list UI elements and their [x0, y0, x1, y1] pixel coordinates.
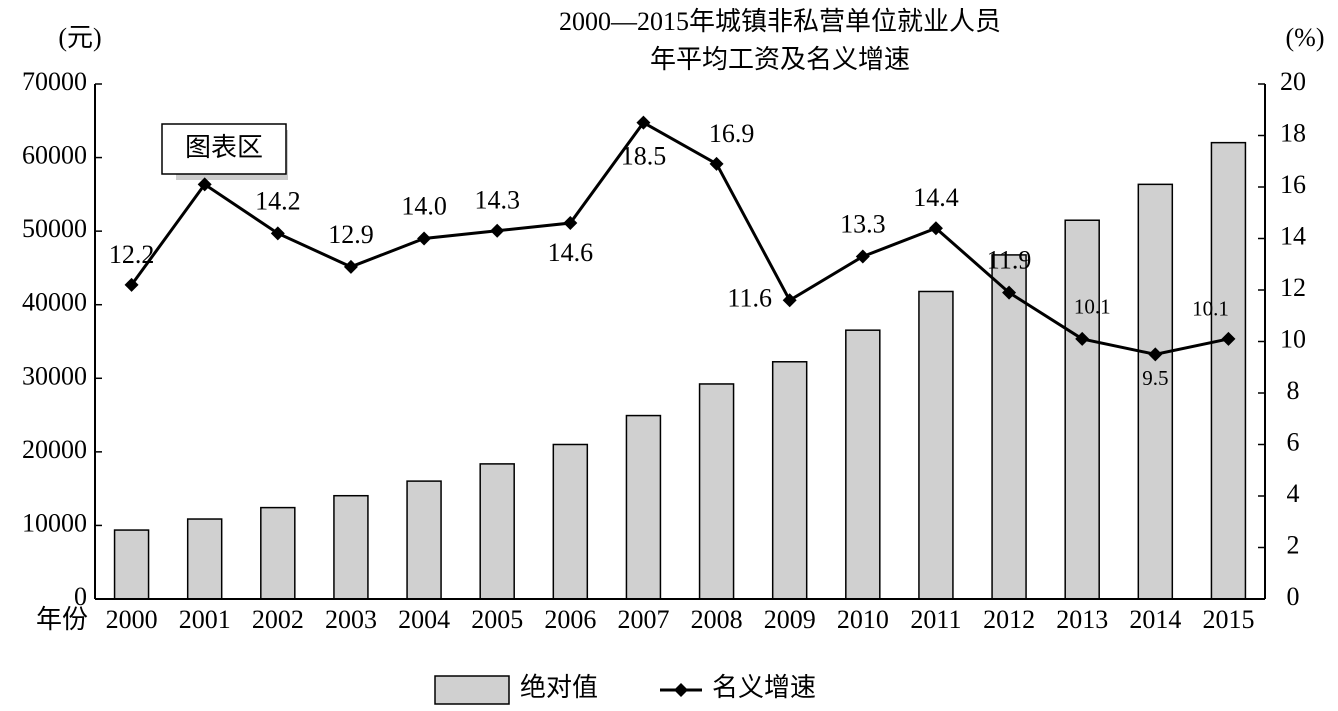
bar: [698, 383, 735, 600]
x-tick-label: 2013: [1056, 605, 1108, 634]
bar: [406, 480, 442, 600]
marker: [417, 231, 432, 246]
marker: [1002, 285, 1017, 300]
data-label: 11.9: [987, 246, 1032, 275]
y-tick-label: 20000: [22, 435, 87, 464]
bar: [186, 518, 223, 600]
annotation: 图表区: [185, 133, 263, 162]
bar: [625, 414, 662, 600]
marker: [490, 223, 505, 238]
y-tick-label: 10000: [22, 508, 87, 537]
bar: [1210, 141, 1247, 600]
bar: [1137, 183, 1174, 600]
x-tick-label: 2003: [325, 605, 377, 634]
y2-tick-label: 16: [1280, 170, 1306, 199]
y-tick-label: 40000: [22, 288, 87, 317]
marker: [636, 115, 651, 130]
x-tick-label: 2007: [617, 605, 669, 634]
y2-tick-label: 2: [1287, 530, 1300, 559]
y2-tick-label: 14: [1280, 221, 1306, 250]
line: [130, 120, 1229, 356]
x-axis-label: 年份: [36, 605, 88, 634]
x-tick-label: 2011: [910, 605, 961, 634]
data-label: 14.2: [255, 186, 301, 215]
y2-tick-label: 18: [1280, 118, 1306, 147]
data-label: 9.5: [1142, 366, 1168, 390]
marker: [1148, 347, 1163, 362]
x-tick-label: 2004: [398, 605, 450, 634]
x-tick-label: 2000: [106, 605, 158, 634]
data-label: 14.0: [401, 191, 447, 220]
y-tick-label: 60000: [22, 141, 87, 170]
x-tick-label: 2006: [544, 605, 596, 634]
marker: [928, 221, 943, 236]
bar: [260, 506, 296, 600]
marker: [343, 259, 358, 274]
data-label: 16.9: [709, 119, 755, 148]
data-label: 11.6: [727, 283, 772, 312]
legend-label: 名义增速: [712, 673, 816, 702]
legend-swatch: [434, 675, 510, 705]
x-tick-label: 2015: [1202, 605, 1254, 634]
bar: [113, 529, 150, 600]
bar: [1064, 219, 1100, 600]
x-tick-label: 2002: [252, 605, 304, 634]
marker: [124, 277, 139, 292]
y-tick-label: 50000: [22, 214, 87, 243]
bar: [845, 329, 881, 600]
marker: [782, 293, 797, 308]
bar: [918, 290, 954, 600]
y-axis-label: (元): [58, 23, 101, 52]
y-tick-label: 0: [74, 582, 87, 611]
x-tick-label: 2005: [471, 605, 523, 634]
y-tick-label: 70000: [22, 67, 87, 96]
x-tick-label: 2009: [764, 605, 816, 634]
y2-tick-label: 12: [1280, 273, 1306, 302]
data-label: 10.1: [1074, 295, 1111, 319]
bar: [552, 443, 589, 600]
marker: [855, 249, 870, 264]
bar: [771, 361, 808, 600]
marker: [563, 216, 578, 231]
annotation-box: [161, 123, 287, 175]
y2-tick-label: 8: [1287, 376, 1300, 405]
legend-marker: [674, 683, 688, 697]
bar: [479, 463, 515, 600]
bar: [991, 254, 1027, 600]
data-label: 13.3: [840, 209, 886, 238]
marker: [1221, 331, 1236, 346]
marker: [270, 226, 285, 241]
y2-tick-label: 20: [1280, 67, 1306, 96]
marker: [1075, 331, 1090, 346]
y2-tick-label: 4: [1287, 479, 1300, 508]
data-label: 12.9: [328, 220, 374, 249]
data-label: 12.2: [109, 240, 155, 269]
data-label: 14.3: [474, 186, 520, 215]
x-tick-label: 2001: [179, 605, 231, 634]
marker: [709, 156, 724, 171]
chart-title: 年平均工资及名义增速: [650, 45, 910, 74]
y2-axis-label: (%): [1286, 23, 1325, 52]
data-label: 14.4: [913, 183, 959, 212]
x-tick-label: 2008: [691, 605, 743, 634]
bar: [333, 494, 369, 600]
y2-tick-label: 10: [1280, 324, 1306, 353]
y-tick-label: 30000: [22, 361, 87, 390]
chart-title: 2000—2015年城镇非私营单位就业人员: [559, 7, 1001, 36]
legend-label: 绝对值: [520, 673, 598, 702]
x-tick-label: 2012: [983, 605, 1035, 634]
data-label: 18.5: [621, 142, 667, 171]
data-label: 10.1: [1192, 297, 1229, 321]
x-tick-label: 2010: [837, 605, 889, 634]
y2-tick-label: 0: [1287, 582, 1300, 611]
y2-tick-label: 6: [1287, 427, 1300, 456]
x-tick-label: 2014: [1129, 605, 1181, 634]
data-label: 14.6: [548, 238, 594, 267]
marker: [197, 177, 212, 192]
